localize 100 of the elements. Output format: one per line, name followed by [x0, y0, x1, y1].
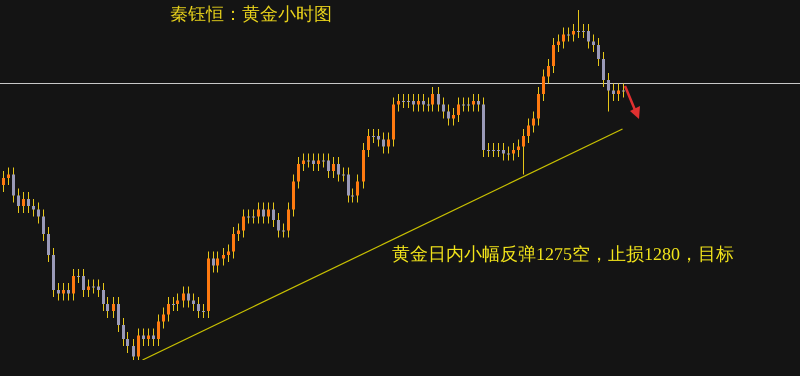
- candlestick: [412, 94, 415, 112]
- candlestick: [237, 223, 240, 242]
- candlestick: [377, 128, 380, 147]
- candlestick: [602, 52, 605, 88]
- candlestick: [322, 153, 325, 168]
- candlestick: [577, 10, 580, 38]
- candlestick: [202, 304, 205, 318]
- candlestick: [562, 27, 565, 49]
- candlestick: [542, 69, 545, 102]
- candlestick: [77, 268, 80, 284]
- candlestick: [287, 202, 290, 238]
- candlestick: [617, 83, 620, 102]
- candlestick: [492, 142, 495, 158]
- candlestick: [2, 170, 5, 192]
- candlestick: [57, 282, 60, 301]
- candlestick: [97, 279, 100, 298]
- candlestick: [147, 328, 150, 346]
- candlestick: [431, 86, 434, 112]
- candlestick: [487, 142, 490, 158]
- candlestick: [267, 202, 270, 224]
- candlestick: [422, 94, 425, 112]
- candlestick: [162, 307, 165, 329]
- candlestick: [7, 167, 10, 186]
- candlestick: [22, 192, 25, 214]
- candlestick: [257, 202, 260, 224]
- candlestick: [597, 38, 600, 66]
- candlestick: [106, 296, 109, 318]
- candlestick: [122, 318, 125, 346]
- candlestick: [157, 314, 160, 346]
- candlestick: [312, 153, 315, 172]
- candlestick: [17, 188, 20, 214]
- candlestick: [507, 146, 510, 161]
- candlestick: [592, 34, 595, 52]
- candlestick: [32, 198, 35, 217]
- candlestick: [382, 132, 385, 154]
- candlestick: [437, 86, 440, 112]
- candlestick: [297, 156, 300, 189]
- candlestick: [282, 223, 285, 238]
- candlestick: [497, 142, 500, 158]
- candlestick: [62, 282, 65, 301]
- candlestick: [347, 167, 350, 203]
- candlestick: [182, 286, 185, 308]
- candlestick: [427, 97, 430, 112]
- candlestick: [137, 328, 140, 360]
- candlestick: [472, 94, 475, 112]
- candlestick: [462, 97, 465, 112]
- candlestick: [452, 108, 455, 126]
- candlestick: [272, 202, 275, 228]
- candlestick: [522, 128, 525, 175]
- candlestick: [112, 296, 115, 318]
- candlestick: [587, 24, 590, 49]
- candlestick: [117, 296, 120, 332]
- candlestick: [92, 279, 95, 294]
- candlestick: [332, 156, 335, 178]
- candlestick: [407, 94, 410, 108]
- candlestick: [622, 83, 625, 98]
- candlestick: [351, 188, 354, 203]
- candlestick: [372, 128, 375, 144]
- candlestick: [477, 94, 480, 112]
- candlestick: [262, 202, 265, 224]
- candlestick: [247, 209, 250, 224]
- candlestick: [142, 328, 145, 346]
- candlestick: [582, 24, 585, 38]
- candlestick: [42, 209, 45, 242]
- candlestick: [567, 27, 570, 42]
- candlestick: [12, 167, 15, 203]
- candlestick: [67, 282, 70, 301]
- candlestick: [227, 244, 230, 262]
- candlestick: [356, 174, 359, 203]
- candlestick: [172, 296, 175, 312]
- chart-title: 秦钰恒：黄金小时图: [170, 3, 332, 26]
- candlestick: [27, 192, 30, 214]
- candlestick: [402, 94, 405, 108]
- candlestick: [552, 38, 555, 74]
- candlestick: [212, 251, 215, 273]
- candlestick: [132, 338, 135, 360]
- candlestick: [277, 212, 280, 238]
- candlestick: [252, 209, 255, 224]
- candlestick: [187, 286, 190, 308]
- candlestick: [607, 72, 610, 112]
- candlestick: [387, 132, 390, 154]
- candlestick: [517, 139, 520, 158]
- candlestick: [337, 156, 340, 182]
- candlestick: [417, 94, 420, 112]
- candlestick: [87, 279, 90, 298]
- candlestick: [72, 268, 75, 301]
- candlestick: [152, 328, 155, 346]
- candlestick: [572, 24, 575, 42]
- annotation: 黄金日内小幅反弹1275空，止损1280，目标: [392, 243, 734, 266]
- candlestick: [367, 128, 370, 158]
- candlestick: [126, 332, 129, 354]
- candlestick: [502, 142, 505, 161]
- candlestick: [302, 153, 305, 172]
- candlestick: [467, 97, 470, 112]
- candlestick: [232, 226, 235, 259]
- candlestick: [82, 268, 85, 298]
- candlestick: [317, 153, 320, 172]
- candlestick: [327, 153, 330, 178]
- candlestick: [557, 34, 560, 52]
- candlestick: [447, 104, 450, 126]
